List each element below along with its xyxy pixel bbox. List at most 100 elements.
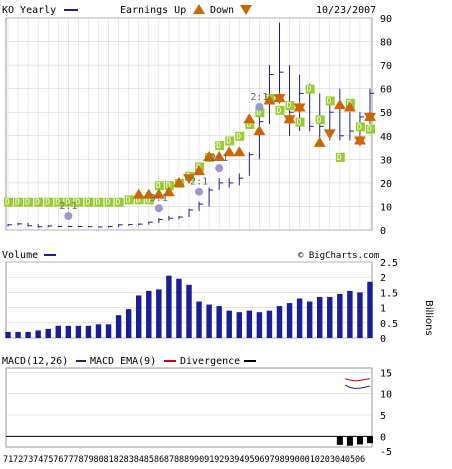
volume-bar (327, 296, 333, 338)
dividend-marker-label: D (25, 198, 30, 207)
dividend-marker (275, 105, 285, 115)
volume-bar (136, 295, 142, 338)
dividend-marker-label: D (297, 118, 302, 127)
dividend-marker (124, 195, 134, 205)
volume-bar (45, 328, 51, 338)
x-tick-label: 82 (114, 455, 124, 465)
x-tick-label: 01 (305, 455, 315, 465)
earnings-down-marker (293, 103, 306, 114)
x-tick-label: 75 (43, 455, 53, 465)
dividend-marker-label: D (216, 141, 221, 150)
dividend-marker-label: D (327, 96, 332, 105)
volume-bar (65, 325, 72, 338)
dividend-marker-label: D (136, 195, 141, 204)
x-tick-label: 93 (224, 455, 234, 465)
dividend-marker (114, 197, 124, 207)
macd-tick-label: 0 (380, 432, 386, 443)
volume-bar (95, 324, 102, 338)
dividend-marker-label: D (317, 115, 322, 124)
dividend-marker (355, 122, 365, 132)
dividend-marker (84, 197, 94, 207)
volume-bar (55, 325, 61, 338)
earnings-up-label: Earnings Up (120, 5, 186, 16)
earnings-up-marker (263, 94, 276, 105)
dividend-marker-label: D (146, 195, 151, 204)
volume-bar (216, 306, 222, 338)
dividend-marker-label: D (156, 181, 161, 190)
volume-tick-label: 0 (380, 334, 386, 345)
x-tick-label: 77 (63, 455, 73, 465)
dividend-marker (44, 197, 54, 207)
dividend-marker (335, 152, 345, 162)
dividend-marker-label: D (5, 198, 10, 207)
price-tick-label: 30 (380, 155, 392, 166)
volume-tick-label: 0.5 (380, 319, 398, 330)
earnings-up-marker (203, 150, 216, 161)
x-tick-label: 85 (144, 455, 154, 465)
dividend-marker (4, 197, 13, 207)
dividend-marker-label: D (277, 106, 282, 115)
dividend-marker-label: D (65, 198, 70, 207)
earnings-up-marker (223, 146, 236, 157)
price-tick-label: 60 (380, 85, 392, 96)
earnings-up-marker (142, 188, 155, 199)
dividend-marker-label: D (55, 198, 60, 207)
dividend-marker (366, 124, 375, 134)
volume-bar (317, 296, 323, 338)
dividend-marker-label: D (357, 122, 362, 131)
earnings-up-marker (132, 188, 145, 199)
dividend-marker (134, 195, 144, 205)
x-tick-label: 92 (214, 455, 224, 465)
x-tick-label: 71 (3, 455, 13, 465)
volume-bar (246, 310, 253, 338)
price-tick-label: 10 (380, 202, 392, 213)
earnings-up-marker (213, 150, 226, 161)
price-tick-label: 70 (380, 61, 392, 72)
x-axis: 71 72 73 74 75 76 77 78 79 80 81 82 83 84 85 86 87 88 89 90… (3, 455, 365, 465)
volume-bar (266, 310, 273, 338)
dividend-marker-label: D (15, 198, 20, 207)
volume-bar (226, 310, 232, 338)
earnings-down-marker (273, 94, 286, 105)
earnings-up-marker (313, 136, 326, 147)
x-tick-label: 73 (23, 455, 33, 465)
divergence-legend: Divergence (180, 356, 240, 367)
volume-title: Volume (2, 250, 38, 261)
price-tick-label: 50 (380, 108, 392, 119)
earnings-up-marker (152, 188, 165, 199)
macd-tick-label: 15 (380, 368, 392, 379)
volume-bar (357, 292, 363, 338)
dividend-marker (154, 181, 164, 191)
dividend-marker (305, 84, 315, 94)
dividend-marker-label: D (337, 153, 342, 162)
volume-tick-label: 2 (380, 273, 386, 284)
earnings-up-marker (343, 101, 356, 112)
volume-tick-label: 2.5 (380, 258, 398, 269)
volume-bar (337, 293, 343, 338)
volume-bar (206, 304, 212, 338)
split-marker (154, 204, 163, 213)
dividend-marker-label: D (287, 101, 292, 110)
price-tick-label: 20 (380, 179, 392, 190)
earnings-up-legend-icon (193, 4, 205, 14)
x-tick-label: 02 (315, 455, 325, 465)
split-label: 2:1 (59, 201, 77, 212)
dividend-marker-label: D (45, 198, 50, 207)
x-tick-label: 78 (73, 455, 83, 465)
volume-bar (115, 315, 122, 338)
dividend-marker (24, 197, 34, 207)
dividend-marker-label: D (367, 125, 372, 134)
x-tick-label: 89 (184, 455, 194, 465)
earnings-up-marker (193, 165, 206, 176)
volume-bar (156, 289, 162, 338)
macd-title: MACD(12,26) (2, 356, 68, 367)
down-label: Down (210, 5, 234, 16)
x-tick-label: 91 (204, 455, 214, 465)
x-tick-label: 87 (164, 455, 174, 465)
volume-tick-label: 1 (380, 304, 386, 315)
volume-panel: 0 0.5 1 1.5 2 2.5 (5, 258, 398, 345)
volume-bar (75, 325, 82, 338)
split-marker (255, 102, 264, 111)
volume-axis-title: Billions (423, 300, 434, 336)
